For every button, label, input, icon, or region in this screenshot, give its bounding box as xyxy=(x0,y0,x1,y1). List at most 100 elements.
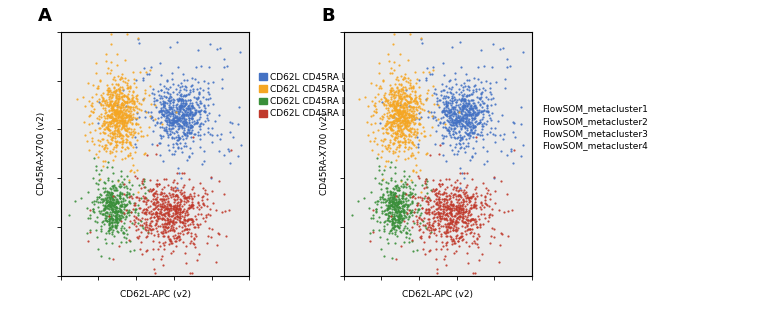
Point xyxy=(100,52,112,57)
Point xyxy=(436,213,448,218)
Point xyxy=(175,97,187,102)
Point xyxy=(399,71,411,76)
Point xyxy=(106,108,119,113)
Point xyxy=(106,191,118,196)
Point xyxy=(399,100,411,105)
Point xyxy=(109,209,121,214)
Point xyxy=(410,206,422,211)
Point xyxy=(473,120,485,125)
Point xyxy=(158,89,170,94)
Point xyxy=(395,89,407,94)
Point xyxy=(410,100,423,105)
Point xyxy=(391,101,403,106)
Point xyxy=(170,206,182,211)
Point xyxy=(395,112,407,117)
Point xyxy=(170,114,182,120)
Point xyxy=(167,219,179,224)
Point xyxy=(131,92,144,97)
Point xyxy=(181,226,193,231)
Point xyxy=(479,197,491,202)
Point xyxy=(165,214,177,219)
Point xyxy=(202,233,214,238)
Point xyxy=(116,115,128,120)
Point xyxy=(110,62,122,68)
Point xyxy=(469,103,481,108)
Point xyxy=(382,203,394,208)
Point xyxy=(397,196,409,201)
Point xyxy=(397,91,410,96)
Point xyxy=(441,114,453,119)
Point xyxy=(107,194,119,199)
Point xyxy=(457,102,469,107)
Point xyxy=(387,131,399,136)
Point xyxy=(436,81,448,87)
Point xyxy=(419,224,431,229)
Point xyxy=(473,109,485,114)
Point xyxy=(382,211,394,216)
Point xyxy=(146,227,158,232)
Point xyxy=(401,114,413,120)
Point xyxy=(152,207,164,212)
Point xyxy=(183,193,195,198)
Point xyxy=(461,198,473,203)
Point xyxy=(170,244,182,249)
Point xyxy=(191,204,203,209)
Point xyxy=(175,117,187,122)
Point xyxy=(147,117,159,122)
Point xyxy=(192,96,204,101)
Point xyxy=(160,205,172,210)
Point xyxy=(453,120,465,125)
Point xyxy=(103,101,116,106)
Point xyxy=(187,105,199,110)
Point xyxy=(394,215,406,220)
Point xyxy=(385,90,397,95)
Point xyxy=(204,206,216,211)
Point xyxy=(170,130,182,135)
Point xyxy=(397,182,409,187)
Point xyxy=(391,204,403,210)
Point xyxy=(169,115,182,120)
Point xyxy=(235,143,247,148)
Point xyxy=(462,113,474,118)
Point xyxy=(374,219,386,224)
Point xyxy=(112,94,124,99)
Point xyxy=(92,84,104,89)
Point xyxy=(105,191,117,196)
Point xyxy=(160,120,173,125)
Point xyxy=(198,118,211,123)
Point xyxy=(112,216,124,221)
Point xyxy=(394,230,407,235)
Point xyxy=(419,210,431,215)
Point xyxy=(471,193,483,198)
Point xyxy=(405,112,417,117)
Point xyxy=(160,110,172,115)
Point xyxy=(103,200,116,205)
Point xyxy=(178,103,190,108)
Point xyxy=(109,216,122,221)
Point xyxy=(185,217,198,222)
Point xyxy=(90,227,102,232)
Point xyxy=(381,131,393,136)
Point xyxy=(110,142,122,147)
Point xyxy=(465,196,477,201)
Point xyxy=(167,234,179,239)
Point xyxy=(155,210,167,215)
Point xyxy=(404,114,416,119)
Point xyxy=(444,226,456,231)
Point xyxy=(111,210,123,215)
Point xyxy=(168,107,180,112)
Point xyxy=(173,230,185,235)
Point xyxy=(142,204,154,210)
Point xyxy=(151,216,163,221)
Point xyxy=(176,228,188,233)
Point xyxy=(470,88,482,93)
Point xyxy=(87,209,100,214)
Point xyxy=(375,137,387,142)
Point xyxy=(118,185,130,190)
Point xyxy=(103,222,116,227)
Point xyxy=(403,240,415,245)
Point xyxy=(410,144,422,149)
Point xyxy=(181,198,193,203)
Point xyxy=(112,129,124,134)
Point xyxy=(153,110,165,115)
